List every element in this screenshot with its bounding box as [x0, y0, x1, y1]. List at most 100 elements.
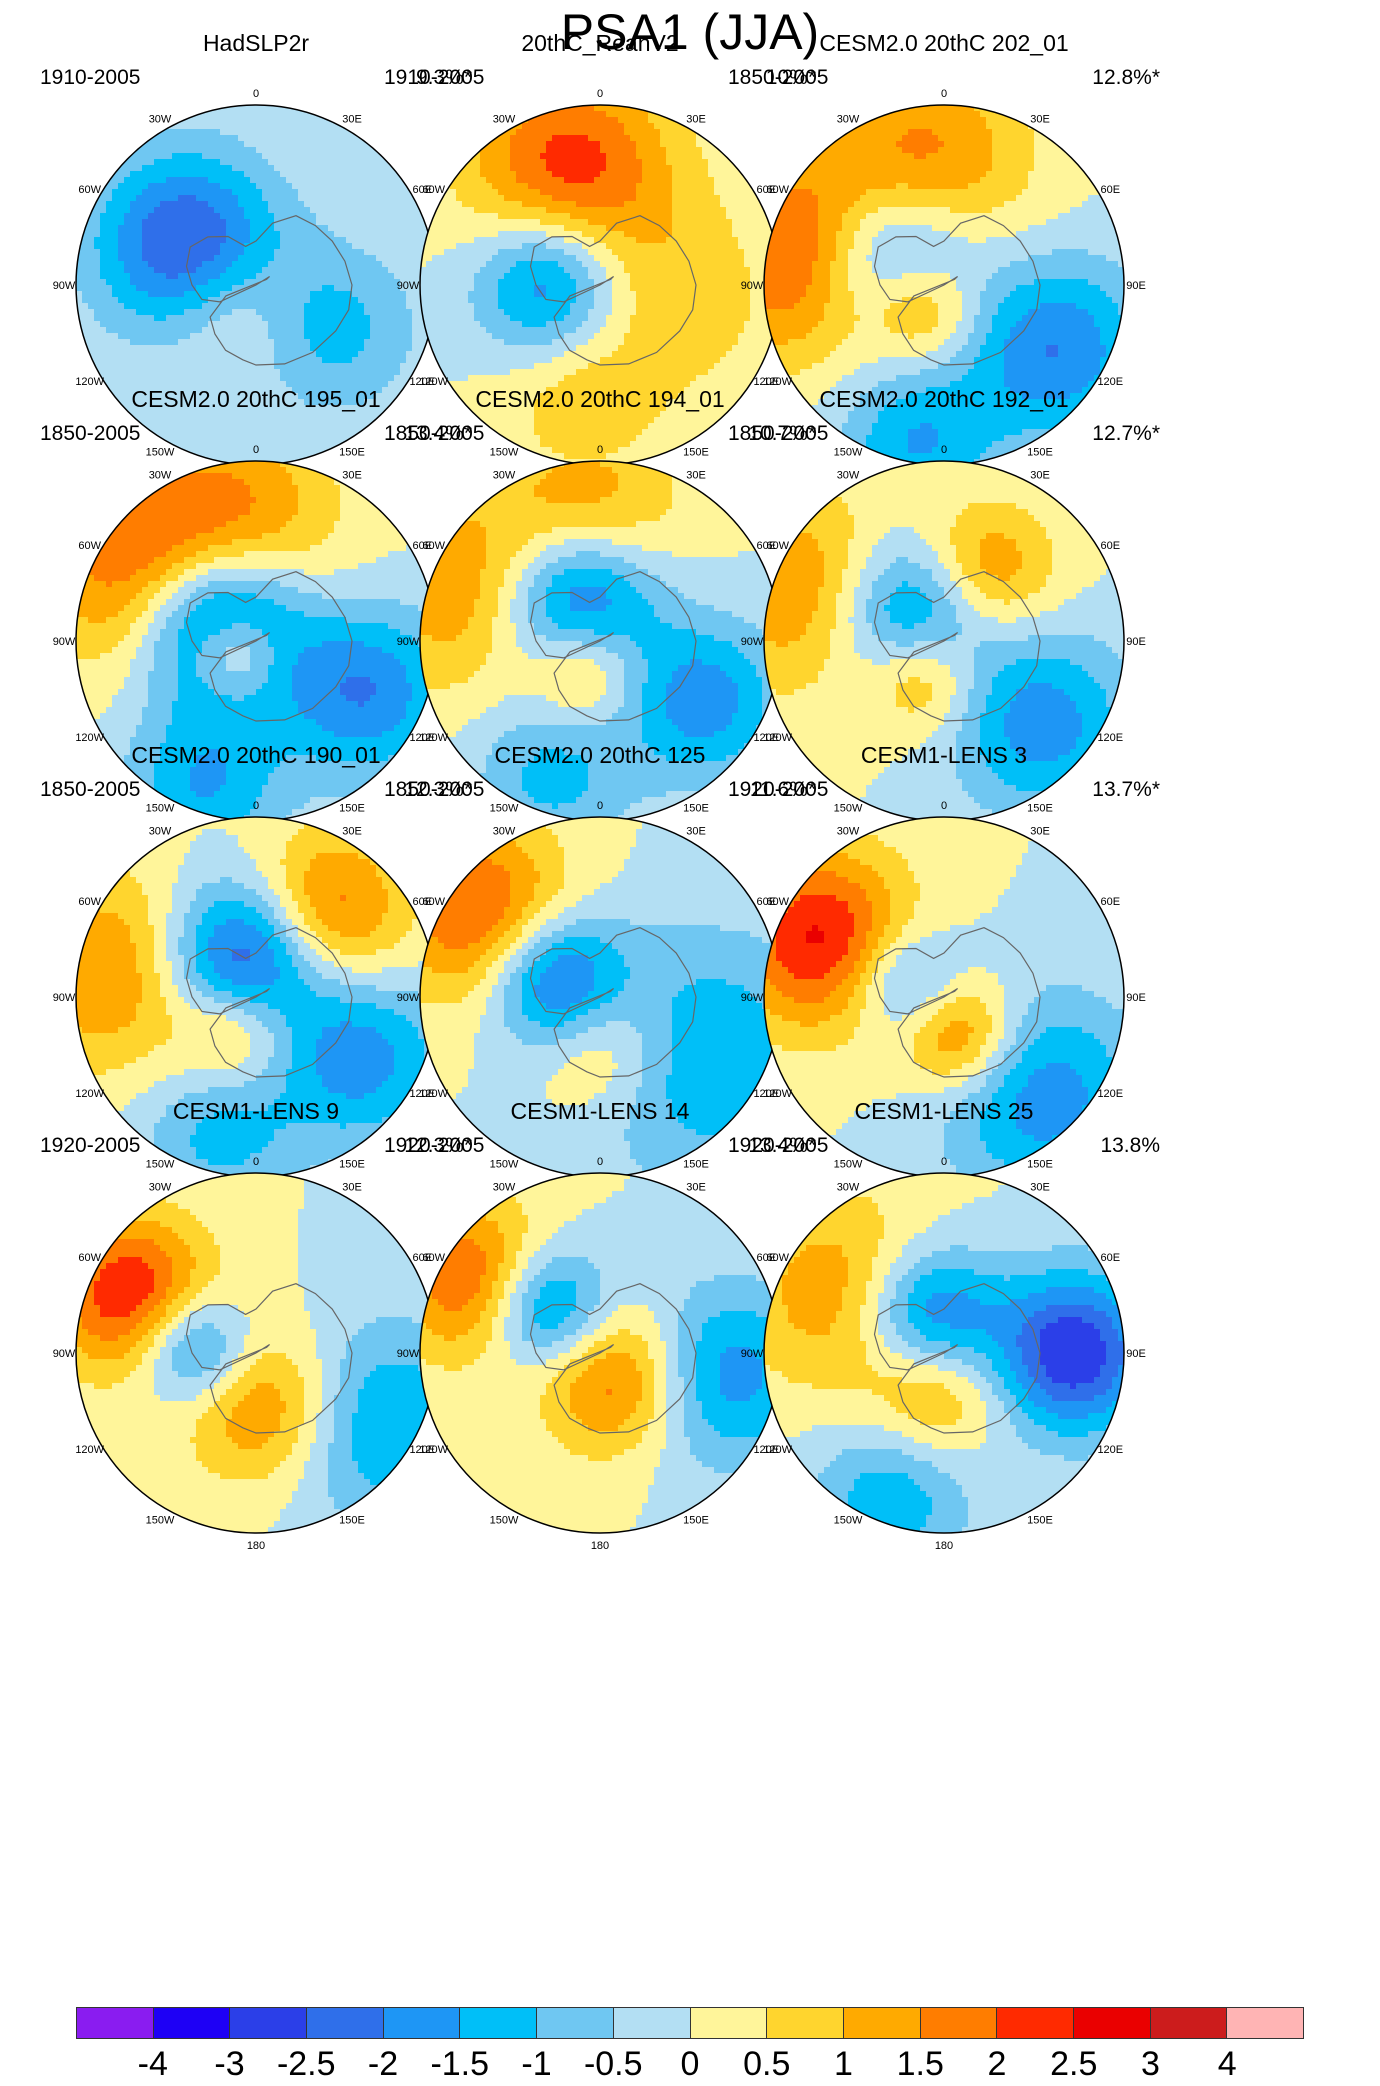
colorbar-tick-label: 3 — [1141, 2044, 1160, 2084]
longitude-label: 30W — [149, 1182, 172, 1194]
longitude-label: 120W — [763, 1088, 792, 1100]
panel-variance-percent: 13.7%* — [1092, 778, 1160, 802]
longitude-label: 120E — [1097, 376, 1123, 388]
panel-title: CESM2.0 20thC 194_01 — [380, 386, 820, 412]
longitude-label: 60W — [766, 184, 789, 196]
longitude-label: 150W — [146, 1158, 175, 1170]
map-panel: 20thC_ReanV21910-200510%*030E60E90E120E1… — [380, 30, 820, 500]
colorbar-tick-label: 2 — [988, 2044, 1007, 2084]
longitude-label: 60W — [766, 1252, 789, 1264]
longitude-label: 60E — [413, 1252, 433, 1264]
longitude-label: 90W — [741, 280, 764, 292]
longitude-label: 30W — [493, 826, 516, 838]
map-panels-grid: HadSLP2r1910-20059.3%*030E60E90E120E150E… — [36, 30, 1164, 1568]
longitude-label: 120E — [409, 1088, 435, 1100]
colorbar-tick-label: -2.5 — [277, 2044, 336, 2084]
map-panel: CESM2.0 20thC 194_01 1850-2005 10.7%* 0 30E 6… — [380, 386, 820, 856]
longitude-label: 120W — [419, 376, 448, 388]
panel-variance-percent: 12.7%* — [1092, 422, 1160, 446]
panel-variance-percent: 11.6%* — [750, 778, 816, 802]
longitude-label: 120E — [753, 732, 779, 744]
panel-variance-percent: 13.4%* — [404, 422, 472, 446]
panel-period: 1920-2005 — [728, 1134, 828, 1158]
longitude-label: 150E — [683, 1158, 709, 1170]
antarctica-coastline — [873, 927, 1041, 1078]
panel-period: 1850-2005 — [384, 778, 484, 802]
longitude-label: 30E — [1030, 114, 1050, 126]
longitude-label: 30W — [493, 1182, 516, 1194]
colorbar — [76, 2007, 1304, 2039]
longitude-label: 60W — [78, 896, 101, 908]
colorbar-tick-label: 0.5 — [743, 2044, 790, 2084]
colorbar-segment — [843, 2008, 921, 2038]
map-panel: CESM2.0 20thC 125 1850-2005 11.6%* 0 30E 60E 9… — [380, 742, 820, 1212]
longitude-label: 30E — [686, 826, 706, 838]
longitude-label: 90W — [397, 1348, 420, 1360]
panel-title: CESM2.0 20thC 202_01 — [724, 30, 1164, 56]
longitude-label: 120W — [75, 376, 104, 388]
panel-period: 1920-2005 — [384, 1134, 484, 1158]
panel-period: 1920-2005 — [728, 778, 828, 802]
longitude-label: 60E — [1101, 896, 1121, 908]
longitude-label: 0 — [941, 800, 947, 812]
longitude-label: 30E — [342, 1182, 362, 1194]
longitude-label: 60E — [413, 896, 433, 908]
longitude-label: 60W — [78, 540, 101, 552]
longitude-label: 150W — [490, 802, 519, 814]
longitude-label: 150E — [339, 802, 365, 814]
map-panel: CESM1-LENS 141920-200513.4%*030E60E90E12… — [380, 1098, 820, 1568]
colorbar-tick-label: 1 — [834, 2044, 853, 2084]
anomaly-field — [420, 1173, 780, 1533]
longitude-label: 150W — [146, 446, 175, 458]
longitude-label: 120W — [763, 732, 792, 744]
colorbar-segment — [383, 2008, 461, 2038]
colorbar-segment — [460, 2008, 538, 2038]
panel-period: 1920-2005 — [40, 1134, 140, 1158]
longitude-label: 30E — [686, 1182, 706, 1194]
longitude-label: 150W — [834, 446, 863, 458]
colorbar-tick-label: -3 — [214, 2044, 244, 2084]
longitude-label: 120W — [763, 1444, 792, 1456]
longitude-label: 90E — [1126, 636, 1146, 648]
longitude-label: 90W — [397, 636, 420, 648]
longitude-label: 90E — [1126, 992, 1146, 1004]
panel-title: HadSLP2r — [36, 30, 476, 56]
longitude-label: 30W — [149, 114, 172, 126]
colorbar-segment — [920, 2008, 998, 2038]
longitude-label: 180 — [935, 1540, 953, 1552]
longitude-label: 120W — [763, 376, 792, 388]
longitude-label: 90W — [53, 992, 76, 1004]
anomaly-field — [76, 817, 436, 1177]
longitude-label: 30W — [837, 470, 860, 482]
longitude-label: 0 — [941, 1156, 947, 1168]
colorbar-tick-label: -4 — [138, 2044, 168, 2084]
longitude-label: 150W — [146, 1514, 175, 1526]
panel-variance-percent: 12.3%* — [404, 1134, 472, 1158]
antarctica-coastline — [873, 1283, 1041, 1434]
longitude-label: 30W — [493, 470, 516, 482]
panel-title: CESM1-LENS 3 — [724, 742, 1164, 768]
longitude-label: 120E — [753, 1088, 779, 1100]
longitude-label: 30E — [342, 470, 362, 482]
longitude-label: 0 — [253, 1156, 259, 1168]
longitude-label: 30W — [149, 470, 172, 482]
panel-variance-percent: 13.8% — [1100, 1134, 1160, 1158]
longitude-label: 150E — [339, 1158, 365, 1170]
longitude-label: 0 — [597, 1156, 603, 1168]
panel-variance-percent: 12.3%* — [404, 778, 472, 802]
longitude-label: 120W — [419, 1088, 448, 1100]
antarctica-coastline — [873, 215, 1041, 366]
longitude-label: 0 — [253, 800, 259, 812]
colorbar-segment — [767, 2008, 844, 2038]
longitude-label: 150W — [834, 802, 863, 814]
colorbar-tick-label: -1.5 — [430, 2044, 489, 2084]
longitude-label: 60E — [1101, 540, 1121, 552]
antarctica-coastline — [529, 1283, 697, 1434]
colorbar-tick-label: 1.5 — [897, 2044, 944, 2084]
page-title: PSA1 (JJA) — [0, 4, 1380, 60]
map-panel: CESM2.0 20thC 192_01 1850-2005 12.7%* 0 30E 6… — [724, 386, 1164, 856]
map-panel: CESM2.0 20thC 202_01 1850-2005 12.8%* 0 30E 6… — [724, 30, 1164, 500]
longitude-label: 0 — [253, 444, 259, 456]
